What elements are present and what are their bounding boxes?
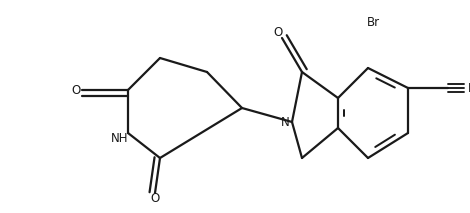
Text: N: N [281, 115, 290, 128]
Text: Br: Br [367, 16, 380, 29]
Text: NH: NH [111, 131, 129, 144]
Text: N: N [468, 82, 470, 95]
Text: O: O [150, 191, 160, 204]
Text: O: O [274, 26, 282, 39]
Text: O: O [71, 83, 81, 96]
